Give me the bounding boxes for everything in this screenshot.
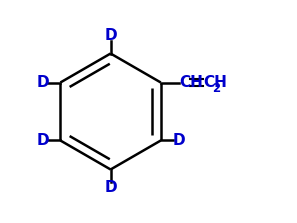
Text: D: D <box>104 180 117 195</box>
Text: D: D <box>36 133 49 148</box>
Text: 2: 2 <box>213 82 221 95</box>
Text: D: D <box>104 28 117 43</box>
Text: CH: CH <box>179 75 203 90</box>
Text: D: D <box>172 133 185 148</box>
Text: CH: CH <box>204 75 228 90</box>
Text: D: D <box>36 75 49 90</box>
